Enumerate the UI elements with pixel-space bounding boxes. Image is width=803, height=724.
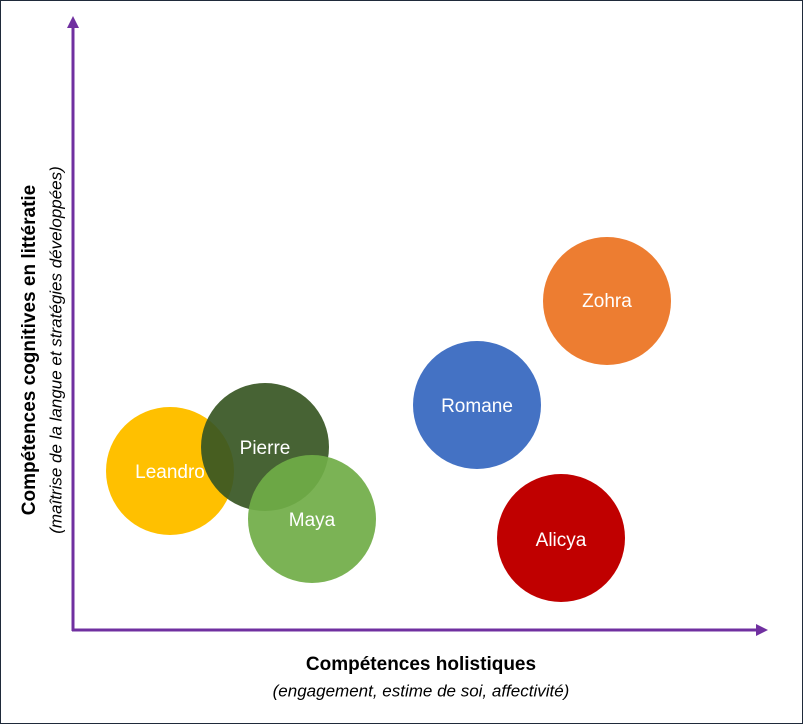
y-axis-title: Compétences cognitives en littératie <box>19 185 40 516</box>
x-axis-subtitle: (engagement, estime de soi, affectivité) <box>273 681 570 700</box>
bubble-label: Pierre <box>240 438 291 459</box>
bubbles: Zohra Romane Alicya Leandro Pierre Maya <box>106 237 671 602</box>
x-axis-title: Compétences holistiques <box>306 654 536 675</box>
bubble <box>248 455 376 583</box>
bubble <box>413 341 541 469</box>
bubble-label: Maya <box>289 510 336 531</box>
bubble <box>497 474 625 602</box>
bubble-label: Zohra <box>582 291 632 312</box>
bubble-label: Romane <box>441 396 513 417</box>
bubble <box>543 237 671 365</box>
y-axis-subtitle: (maîtrise de la langue et stratégies dév… <box>46 166 65 534</box>
bubble-label: Alicya <box>536 530 587 551</box>
bubble-label: Leandro <box>135 462 205 483</box>
